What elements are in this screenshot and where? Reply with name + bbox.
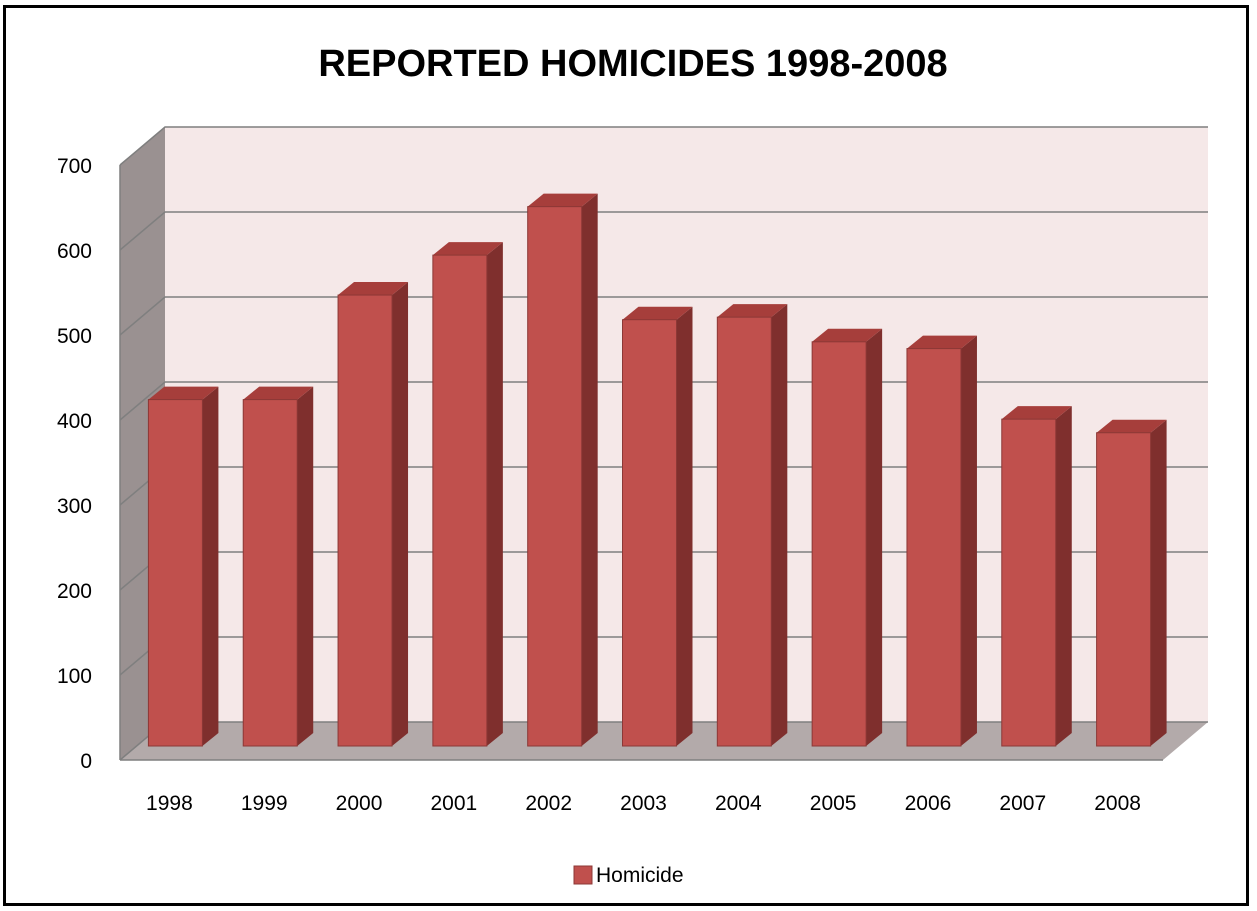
bar-front-face (1096, 432, 1152, 747)
y-tick-label: 100 (57, 665, 92, 688)
chart-title: REPORTED HOMICIDES 1998-2008 (318, 43, 947, 85)
bar-front-face (242, 399, 298, 747)
bar-top-face (432, 242, 503, 256)
bar-front-face (906, 348, 962, 747)
bar-front-face (527, 206, 583, 747)
bar-2003 (622, 306, 693, 747)
bar-front-face (147, 399, 203, 747)
bar-2008 (1096, 419, 1167, 747)
y-tick-label: 700 (57, 155, 92, 178)
x-tick-label: 1999 (241, 792, 288, 815)
legend: Homicide (573, 864, 684, 887)
bar-2001 (432, 242, 503, 747)
bar-side-face (960, 335, 977, 746)
axes: 0 100 200 300 400 500 600 700 1998 1999 2000 2001 20… (57, 155, 1163, 815)
bar-side-face (1055, 406, 1072, 746)
bar-side-face (392, 282, 409, 746)
bar-side-face (866, 328, 883, 746)
x-tick-label: 2002 (525, 792, 572, 815)
bar-2006 (906, 335, 977, 747)
bar-1999 (242, 386, 314, 747)
bar-2005 (811, 328, 883, 747)
bar-top-face (338, 282, 409, 296)
gridline (119, 126, 1208, 166)
bar-2007 (1001, 406, 1072, 747)
gridline (119, 296, 1208, 336)
bar-front-face (622, 319, 677, 747)
bar-front-face (716, 316, 772, 747)
legend-swatch-homicide (573, 865, 593, 885)
bar-series-homicide (147, 193, 1167, 747)
bar-1998 (147, 386, 219, 747)
bar-2000 (337, 282, 409, 747)
bar-top-face (622, 306, 693, 320)
bar-top-face (906, 335, 977, 349)
bar-front-face (1001, 418, 1057, 747)
bar-side-face (202, 386, 219, 746)
bar-side-face (486, 242, 503, 746)
bar-front-face (811, 341, 867, 747)
bar-top-face (812, 328, 883, 342)
bar-top-face (1001, 406, 1072, 420)
y-tick-label: 200 (57, 580, 92, 603)
x-tick-label: 2007 (999, 792, 1046, 815)
bar-side-face (297, 386, 314, 746)
x-tick-label: 2005 (810, 792, 857, 815)
bar-front-face (337, 294, 393, 747)
gridline (119, 211, 1208, 251)
bar-top-face (243, 386, 314, 400)
x-tick-label: 2000 (336, 792, 383, 815)
bar-top-face (148, 386, 219, 400)
bar-side-face (1150, 419, 1167, 746)
x-tick-label: 2008 (1094, 792, 1141, 815)
x-tick-label: 2003 (620, 792, 667, 815)
bar-front-face (432, 254, 488, 747)
bar-side-face (581, 193, 598, 746)
y-tick-label: 300 (57, 495, 92, 518)
legend-label-homicide: Homicide (596, 864, 684, 887)
bar-side-face (676, 306, 693, 746)
y-tick-label: 500 (57, 325, 92, 348)
bar-top-face (717, 304, 788, 318)
x-tick-label: 2001 (431, 792, 478, 815)
bar-top-face (527, 193, 598, 207)
y-tick-label: 600 (57, 240, 92, 263)
bar-2004 (716, 304, 788, 747)
y-tick-label: 400 (57, 410, 92, 433)
bar-top-face (1096, 419, 1167, 433)
x-tick-label: 2006 (905, 792, 952, 815)
x-tick-label: 2004 (715, 792, 762, 815)
x-tick-label: 1998 (146, 792, 193, 815)
bar-side-face (771, 304, 788, 746)
bar-2002 (527, 193, 598, 747)
y-tick-label: 0 (80, 750, 92, 773)
